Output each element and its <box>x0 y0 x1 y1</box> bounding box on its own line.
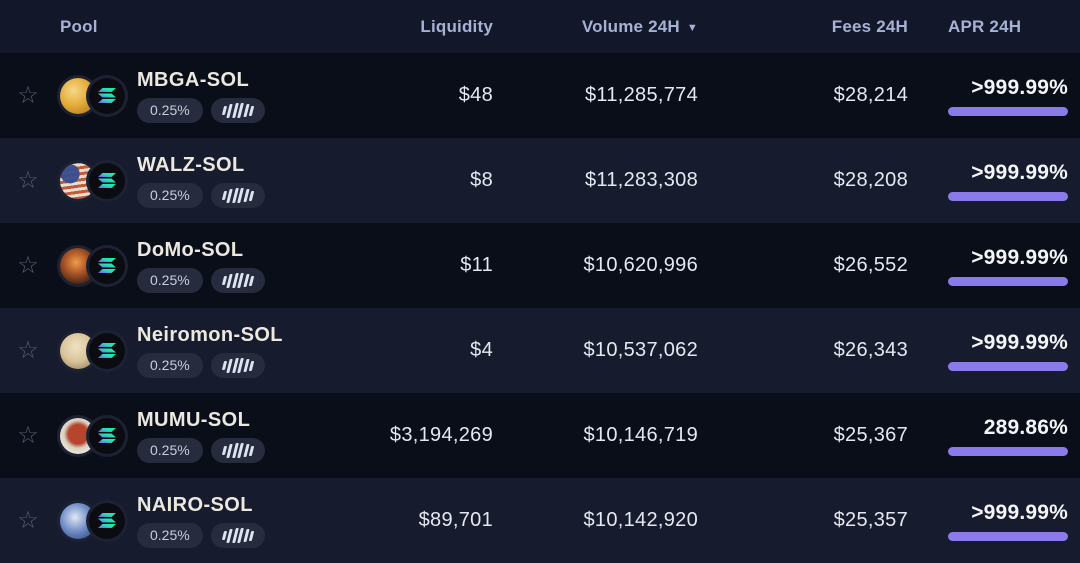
column-header-apr[interactable]: APR 24H <box>948 16 1022 36</box>
liquidity-value: $8 <box>470 169 493 191</box>
fee-badge: 0.25% <box>137 98 203 123</box>
pool-row-nairo-sol[interactable]: ☆ NAIRO-SOL 0.25% $89,701 $10,142,920 $2… <box>0 478 1080 563</box>
volume-value: $11,283,308 <box>584 169 698 191</box>
solana-icon <box>89 417 125 454</box>
column-header-pool: Pool <box>60 16 98 36</box>
pool-row-walz-sol[interactable]: ☆ WALZ-SOL 0.25% $8 $11,283,308 $28,208 … <box>0 138 1080 223</box>
liquidity-value: $48 <box>458 84 493 106</box>
solana-icon <box>89 247 125 284</box>
token-icon-pair <box>60 247 125 284</box>
fees-value: $25,357 <box>833 509 908 531</box>
fees-value: $28,214 <box>833 84 908 106</box>
fee-badge: 0.25% <box>137 183 203 208</box>
pool-cell: MUMU-SOL 0.25% <box>56 393 373 478</box>
apr-progress-bar <box>948 361 1068 371</box>
volume-value: $10,146,719 <box>583 424 698 446</box>
apr-progress-bar <box>948 191 1068 201</box>
fee-schedule-bars-icon <box>210 268 265 293</box>
token-icon-pair <box>60 162 125 199</box>
fees-value: $25,367 <box>833 424 908 446</box>
sort-desc-icon: ▼ <box>686 21 698 34</box>
pool-cell: MBGA-SOL 0.25% <box>56 53 373 138</box>
pool-row-domo-sol[interactable]: ☆ DoMo-SOL 0.25% $11 $10,620,996 $26,552… <box>0 223 1080 308</box>
apr-value: >999.99% <box>971 160 1068 184</box>
fee-schedule-bars-icon <box>210 438 265 463</box>
pool-cell: WALZ-SOL 0.25% <box>56 138 373 223</box>
token-icon-pair <box>60 502 125 539</box>
fees-value: $26,552 <box>833 254 908 276</box>
favorite-star-icon[interactable]: ☆ <box>17 81 39 109</box>
fee-badge: 0.25% <box>137 353 203 378</box>
pool-row-neiromon-sol[interactable]: ☆ Neiromon-SOL 0.25% $4 $10,537,062 $26,… <box>0 308 1080 393</box>
solana-icon <box>89 77 125 114</box>
fee-badge: 0.25% <box>137 523 203 548</box>
liquidity-value: $4 <box>470 339 493 361</box>
favorite-star-icon[interactable]: ☆ <box>17 506 39 534</box>
favorite-star-icon[interactable]: ☆ <box>17 166 39 194</box>
fee-schedule-bars-icon <box>210 98 265 123</box>
pool-row-mbga-sol[interactable]: ☆ MBGA-SOL 0.25% $48 $11,285,774 $28,214… <box>0 53 1080 138</box>
apr-value: >999.99% <box>971 500 1068 524</box>
apr-progress-bar <box>948 106 1068 116</box>
volume-value: $10,142,920 <box>583 509 698 531</box>
column-header-volume-label: Volume 24H <box>581 16 680 36</box>
volume-value: $10,620,996 <box>583 254 698 276</box>
pool-name: WALZ-SOL <box>137 154 245 176</box>
apr-value: >999.99% <box>971 330 1068 354</box>
pool-cell: DoMo-SOL 0.25% <box>56 223 373 308</box>
fees-value: $28,208 <box>833 169 908 191</box>
favorite-star-icon[interactable]: ☆ <box>17 336 39 364</box>
table-header: Pool Liquidity Volume 24H ▼ Fees 24H APR… <box>0 0 1080 53</box>
volume-value: $10,537,062 <box>583 339 698 361</box>
fee-badge: 0.25% <box>137 268 203 293</box>
pool-name: MUMU-SOL <box>137 409 251 431</box>
fee-schedule-bars-icon <box>210 353 265 378</box>
apr-value: >999.99% <box>971 245 1068 269</box>
token-icon-pair <box>60 332 125 369</box>
column-header-fees[interactable]: Fees 24H <box>831 16 908 36</box>
pool-name: DoMo-SOL <box>137 239 244 261</box>
pool-cell: Neiromon-SOL 0.25% <box>56 308 373 393</box>
pool-name: Neiromon-SOL <box>137 324 283 346</box>
apr-progress-bar <box>948 531 1068 541</box>
solana-icon <box>89 502 125 539</box>
fee-badge: 0.25% <box>137 438 203 463</box>
column-header-volume[interactable]: Volume 24H ▼ <box>493 17 698 37</box>
solana-icon <box>89 162 125 199</box>
liquidity-value: $11 <box>460 254 493 276</box>
token-icon-pair <box>60 77 125 114</box>
favorite-star-icon[interactable]: ☆ <box>17 421 39 449</box>
fees-value: $26,343 <box>833 339 908 361</box>
liquidity-value: $89,701 <box>418 509 493 531</box>
pool-name: MBGA-SOL <box>137 69 250 91</box>
token-icon-pair <box>60 417 125 454</box>
pool-cell: NAIRO-SOL 0.25% <box>56 478 373 563</box>
solana-icon <box>89 332 125 369</box>
liquidity-value: $3,194,269 <box>389 424 493 446</box>
fee-schedule-bars-icon <box>210 523 265 548</box>
pool-row-mumu-sol[interactable]: ☆ MUMU-SOL 0.25% $3,194,269 $10,146,719 … <box>0 393 1080 478</box>
apr-value: 289.86% <box>983 415 1068 439</box>
apr-value: >999.99% <box>971 75 1068 99</box>
column-header-liquidity[interactable]: Liquidity <box>420 16 493 36</box>
volume-value: $11,285,774 <box>584 84 698 106</box>
fee-schedule-bars-icon <box>210 183 265 208</box>
apr-progress-bar <box>948 276 1068 286</box>
pool-name: NAIRO-SOL <box>137 494 253 516</box>
favorite-star-icon[interactable]: ☆ <box>17 251 39 279</box>
apr-progress-bar <box>948 446 1068 456</box>
